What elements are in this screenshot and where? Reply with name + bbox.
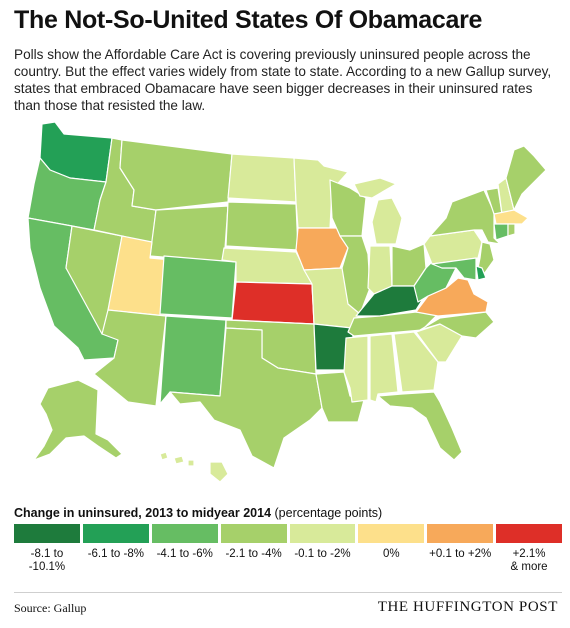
- legend-label: -8.1 to -10.1%: [28, 548, 66, 573]
- source-note: Source: Gallup: [14, 601, 87, 615]
- legend-swatch: [220, 524, 287, 543]
- state-ak: [33, 379, 123, 461]
- state-ga: [393, 331, 439, 393]
- state-co: [159, 255, 237, 319]
- state-ks: [231, 281, 315, 325]
- state-md: [431, 257, 477, 281]
- legend-swatch: [151, 524, 218, 543]
- state-ms: [343, 335, 369, 403]
- state-ri: [507, 223, 516, 237]
- legend: -8.1 to -10.1% -6.1 to -8% -4.1 to -6% -…: [14, 524, 562, 574]
- legend-item-8: +2.1% & more: [496, 524, 562, 574]
- legend-unit: (percentage points): [274, 506, 383, 520]
- state-me: [505, 145, 547, 211]
- page-title: The Not-So-United States Of Obamacare: [14, 6, 483, 34]
- page-subtitle: Polls show the Affordable Care Act is co…: [14, 47, 552, 113]
- legend-label: -2.1 to -4%: [225, 548, 282, 560]
- legend-swatch: [496, 524, 562, 543]
- legend-title-text: Change in uninsured, 2013 to midyear 201…: [14, 506, 272, 520]
- state-de: [475, 265, 487, 281]
- legend-label: -0.1 to -2%: [294, 548, 351, 560]
- state-wy: [149, 205, 229, 263]
- state-hi: [159, 451, 229, 483]
- legend-item-7: +0.1 to +2%: [427, 524, 494, 574]
- state-tx: [169, 327, 323, 469]
- publisher-logo: THE HUFFINGTON POST: [377, 599, 558, 615]
- legend-label: 0%: [383, 548, 400, 560]
- legend-item-3: -4.1 to -6%: [151, 524, 218, 574]
- state-fl: [377, 391, 463, 461]
- legend-title: Change in uninsured, 2013 to midyear 201…: [14, 506, 382, 520]
- legend-item-2: -6.1 to -8%: [82, 524, 149, 574]
- state-az: [93, 309, 167, 407]
- legend-swatch: [14, 524, 80, 543]
- state-mt: [119, 139, 233, 211]
- legend-label: +0.1 to +2%: [429, 548, 492, 560]
- state-ct: [493, 223, 509, 241]
- state-sd: [225, 201, 299, 251]
- legend-swatch: [358, 524, 425, 543]
- state-nd: [227, 153, 297, 203]
- state-nm: [159, 315, 227, 405]
- legend-swatch: [289, 524, 356, 543]
- state-ny: [429, 189, 501, 245]
- state-in: [367, 245, 393, 295]
- state-nc: [419, 311, 495, 339]
- state-mi: [353, 177, 403, 245]
- legend-label: -6.1 to -8%: [87, 548, 144, 560]
- state-al: [369, 333, 399, 403]
- legend-label: -4.1 to -6%: [156, 548, 213, 560]
- us-choropleth-map: [27, 121, 547, 483]
- legend-swatch: [82, 524, 149, 543]
- legend-swatch: [427, 524, 494, 543]
- legend-label: +2.1% & more: [510, 548, 548, 573]
- legend-item-5: -0.1 to -2%: [289, 524, 356, 574]
- legend-item-4: -2.1 to -4%: [220, 524, 287, 574]
- state-ma: [493, 209, 529, 225]
- footer-divider: [14, 592, 562, 593]
- legend-item-6: 0%: [358, 524, 425, 574]
- legend-item-1: -8.1 to -10.1%: [14, 524, 80, 574]
